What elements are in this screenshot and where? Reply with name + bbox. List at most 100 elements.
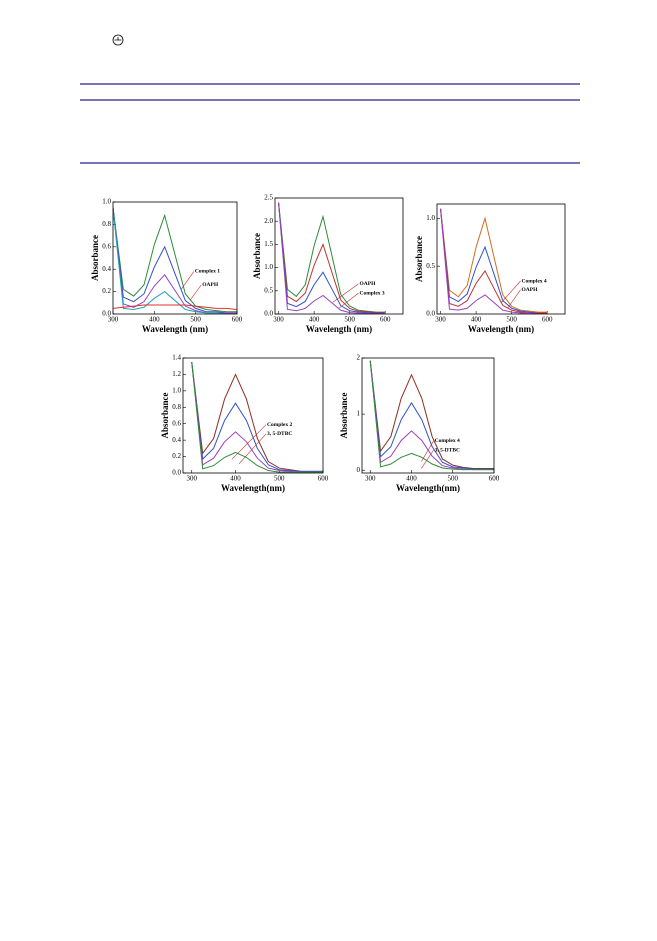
- annotation-arrow: [421, 449, 434, 469]
- x-tick-label: 300: [273, 316, 284, 324]
- y-tick-label: 0.6: [172, 419, 181, 427]
- y-tick-label: 1.0: [426, 214, 435, 222]
- spectrum-line: [113, 207, 237, 314]
- annotation: 3, 5-DTBC: [435, 447, 460, 453]
- y-tick-label: 0.5: [264, 286, 273, 294]
- x-tick-label: 600: [232, 316, 243, 324]
- plot-frame: [436, 203, 566, 315]
- x-tick-label: 500: [190, 316, 201, 324]
- annotation: Complex 2: [267, 422, 292, 428]
- y-tick-label: 0.0: [172, 469, 181, 477]
- logo-mark: [114, 37, 122, 41]
- x-tick-label: 400: [406, 475, 417, 483]
- y-tick-label: 1.5: [264, 240, 273, 248]
- x-tick-label: 400: [149, 316, 160, 324]
- chart-panel: 0.0 0.5 1.0 1.5 2.0 2.5 300 400 500 600 Wavelength…: [252, 194, 404, 334]
- y-tick-label: 1: [357, 410, 361, 418]
- annotation-arrow: [332, 283, 359, 303]
- y-tick-label: 1.0: [102, 198, 111, 206]
- spectrum-line: [191, 362, 323, 472]
- y-tick-label: 0.0: [264, 310, 273, 318]
- annotation-arrow: [189, 284, 202, 301]
- chart-panel: 0.0 0.2 0.4 0.6 0.8 1.0 1.2 1.4 300 400 500 600 Wave…: [160, 354, 329, 493]
- chart-panel: 0.0 0.2 0.4 0.6 0.8 1.0 300 400 500 600 Wavelength…: [90, 198, 243, 334]
- spectrum-line: [369, 360, 494, 470]
- x-tick-label: 600: [380, 316, 391, 324]
- chart-panel: 0 1 2 300 400 500 600 Wavelength(nm) Absorbance C…: [339, 354, 500, 493]
- annotation-arrow: [500, 280, 521, 304]
- spectrum-line: [369, 360, 494, 471]
- annotation: Complex 4: [435, 438, 460, 444]
- x-tick-label: 300: [435, 316, 446, 324]
- x-axis-label: Wavelength(nm): [221, 483, 285, 493]
- annotation-arrow: [421, 440, 434, 462]
- y-tick-label: 0.2: [172, 452, 181, 460]
- y-axis-label: Absorbance: [90, 235, 100, 281]
- spectrum-line: [278, 202, 386, 314]
- plot-frame: [274, 197, 404, 315]
- spectrum-line: [278, 202, 386, 314]
- x-axis-label: Wavelength (nm): [142, 324, 208, 334]
- x-axis-label: Wavelength (nm): [306, 324, 372, 334]
- spectrum-line: [369, 360, 494, 470]
- x-axis-label: Wavelength (nm): [468, 324, 534, 334]
- y-axis-label: Absorbance: [339, 392, 349, 438]
- spectrum-line: [113, 207, 237, 313]
- figure: 0.0 0.2 0.4 0.6 0.8 1.0 300 400 500 600 Wavelength…: [90, 194, 566, 493]
- annotation: OAPH: [521, 287, 538, 293]
- annotation: OAPH: [202, 282, 219, 288]
- y-tick-label: 2.0: [264, 217, 273, 225]
- annotation-arrow: [338, 292, 359, 309]
- y-tick-label: 0.0: [102, 310, 111, 318]
- y-tick-label: 0.8: [172, 403, 181, 411]
- plot-frame: [182, 357, 324, 474]
- x-tick-label: 600: [489, 475, 500, 483]
- y-tick-label: 0.5: [426, 262, 435, 270]
- spectrum-line: [440, 208, 548, 313]
- annotation-arrow: [231, 424, 267, 460]
- spectrum-line: [278, 202, 386, 314]
- x-tick-label: 300: [108, 316, 119, 324]
- spectrum-line: [191, 362, 323, 473]
- x-tick-label: 500: [274, 475, 285, 483]
- y-tick-label: 0.8: [102, 220, 111, 228]
- y-tick-label: 0.0: [426, 310, 435, 318]
- spectrum-line: [440, 208, 548, 314]
- y-tick-label: 0.6: [102, 242, 111, 250]
- y-tick-label: 2.5: [264, 194, 273, 202]
- x-tick-label: 600: [542, 316, 553, 324]
- logo-icon: [112, 34, 124, 46]
- annotation: Complex 4: [521, 278, 546, 284]
- y-axis-label: Absorbance: [414, 236, 424, 282]
- y-tick-label: 1.4: [172, 354, 181, 362]
- spectrum-line: [113, 207, 237, 314]
- annotation: OAPH: [359, 281, 376, 287]
- x-tick-label: 400: [309, 316, 320, 324]
- annotation-arrow: [180, 271, 195, 290]
- x-tick-label: 300: [365, 475, 376, 483]
- annotation-arrow: [507, 289, 521, 309]
- y-tick-label: 0.4: [172, 436, 181, 444]
- y-tick-label: 0.4: [102, 265, 111, 273]
- x-tick-label: 600: [318, 475, 329, 483]
- y-axis-label: Absorbance: [160, 392, 170, 438]
- spectrum-line: [440, 208, 548, 314]
- y-axis-label: Absorbance: [252, 233, 262, 279]
- plot-frame: [112, 201, 238, 315]
- annotation-arrow: [238, 433, 267, 465]
- y-tick-label: 1.0: [172, 386, 181, 394]
- x-tick-label: 300: [187, 475, 198, 483]
- spectrum-line: [113, 304, 237, 311]
- plot-frame: [361, 357, 495, 474]
- y-tick-label: 2: [357, 354, 361, 362]
- y-tick-label: 0: [357, 466, 361, 474]
- x-tick-label: 500: [344, 316, 355, 324]
- annotation: Complex 1: [195, 269, 220, 275]
- x-tick-label: 500: [506, 316, 517, 324]
- y-tick-label: 1.0: [264, 263, 273, 271]
- y-tick-label: 1.2: [172, 370, 181, 378]
- x-tick-label: 500: [448, 475, 459, 483]
- y-tick-label: 0.2: [102, 287, 111, 295]
